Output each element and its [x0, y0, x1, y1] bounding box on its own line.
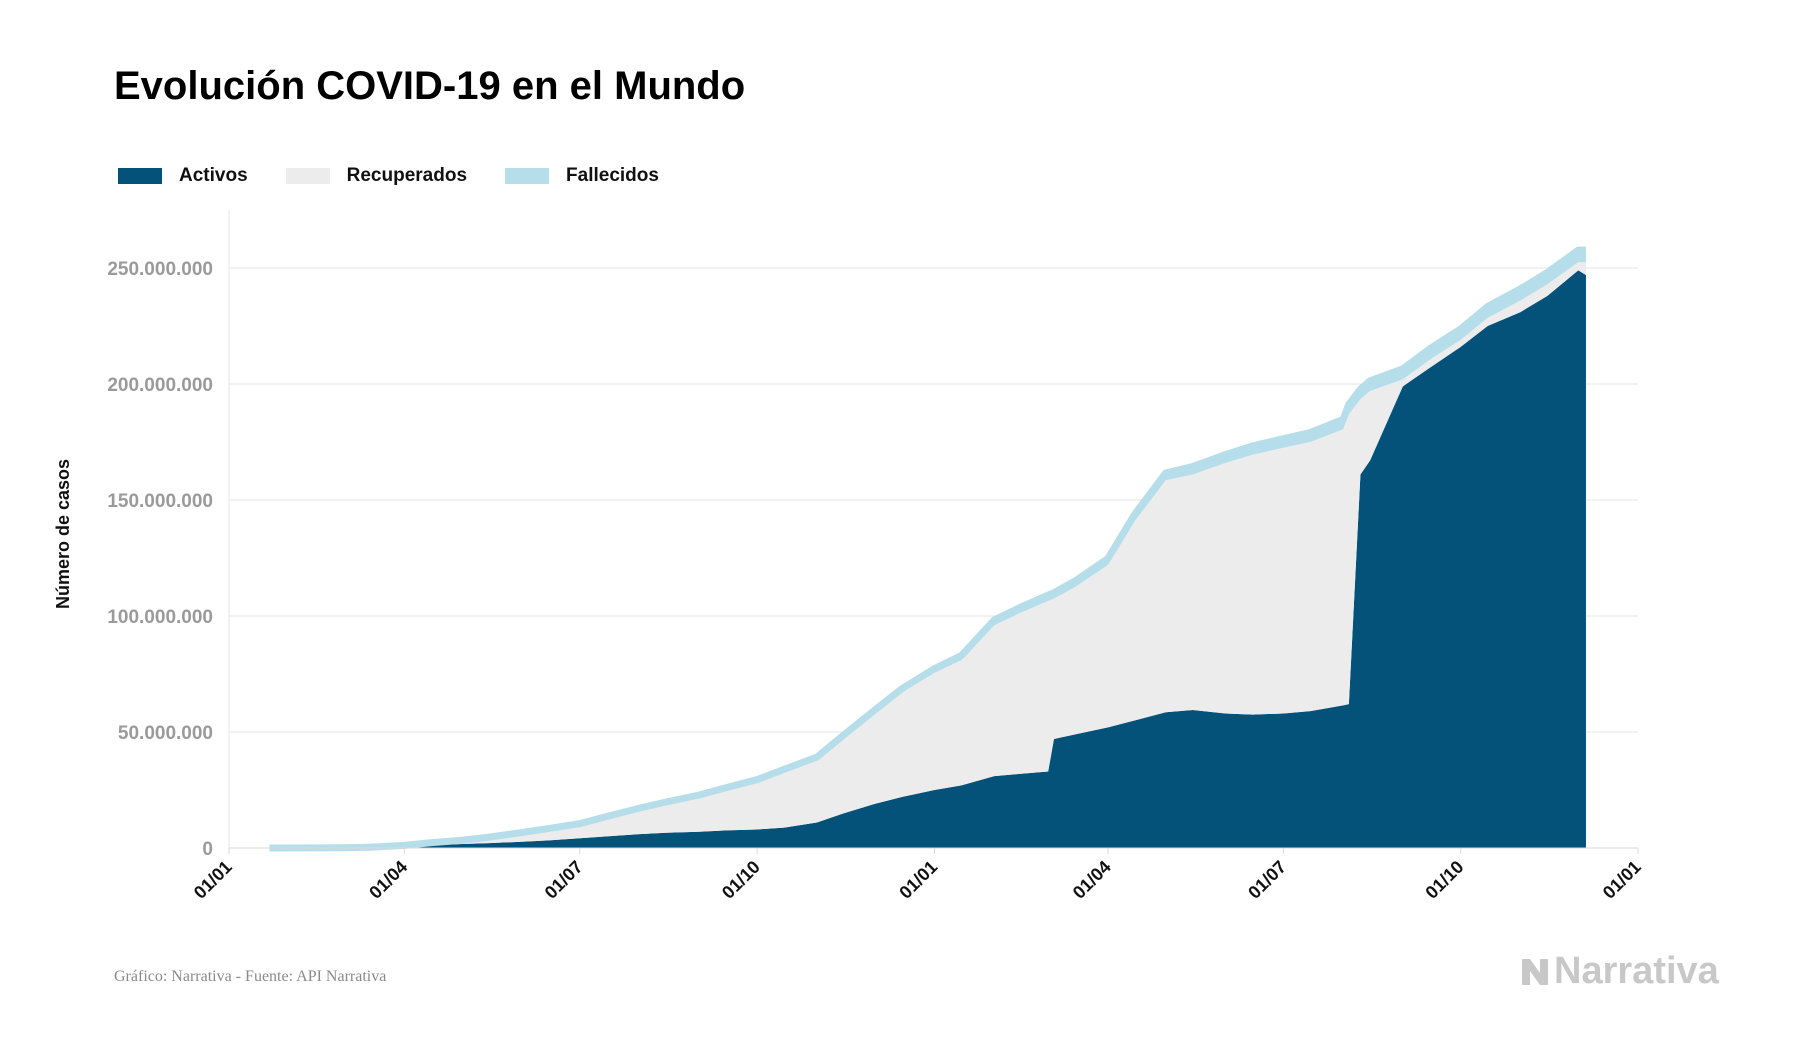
- narrativa-logo-icon: [1522, 958, 1548, 985]
- legend-label-activos: Activos: [179, 165, 248, 186]
- legend-swatch-recuperados: [285, 168, 330, 184]
- x-tick-label: 01/07: [541, 857, 587, 903]
- y-tick-label: 100.000.000: [107, 607, 213, 628]
- area-recuperados: [269, 262, 1586, 848]
- x-tick-label: 01/01: [1599, 857, 1645, 903]
- legend: Activos Recuperados Fallecidos: [118, 165, 697, 187]
- legend-item-fallecidos: Fallecidos: [505, 165, 659, 187]
- x-tick-label: 01/10: [718, 857, 764, 903]
- legend-item-activos: Activos: [118, 165, 248, 187]
- source-note: Gráfico: Narrativa - Fuente: API Narrati…: [114, 968, 387, 985]
- x-tick-label: 01/10: [1422, 857, 1468, 903]
- legend-swatch-activos: [118, 168, 162, 184]
- legend-label-fallecidos: Fallecidos: [566, 165, 659, 186]
- x-tick-label: 01/04: [1069, 857, 1115, 903]
- legend-label-recuperados: Recuperados: [346, 165, 468, 186]
- y-axis-label: Número de casos: [53, 459, 73, 609]
- fallecidos-band: [269, 246, 1587, 852]
- chart-title: Evolución COVID-19 en el Mundo: [114, 64, 746, 108]
- x-tick-label: 01/01: [895, 857, 941, 903]
- stacked-areas: [269, 246, 1587, 852]
- legend-item-recuperados: Recuperados: [285, 165, 468, 187]
- y-tick-label: 0: [202, 839, 213, 860]
- area-activos: [269, 270, 1586, 848]
- y-tick-label: 200.000.000: [107, 375, 213, 396]
- brand-name: Narrativa: [1554, 950, 1719, 992]
- x-tick-label: 01/01: [190, 857, 236, 903]
- y-tick-label: 50.000.000: [118, 723, 213, 744]
- x-tick-label: 01/07: [1244, 857, 1290, 903]
- y-tick-label: 150.000.000: [107, 491, 213, 512]
- y-tick-label: 250.000.000: [107, 259, 213, 280]
- brand-logo: Narrativa: [1520, 950, 1719, 993]
- legend-swatch-fallecidos: [505, 168, 550, 184]
- x-tick-label: 01/04: [365, 857, 411, 903]
